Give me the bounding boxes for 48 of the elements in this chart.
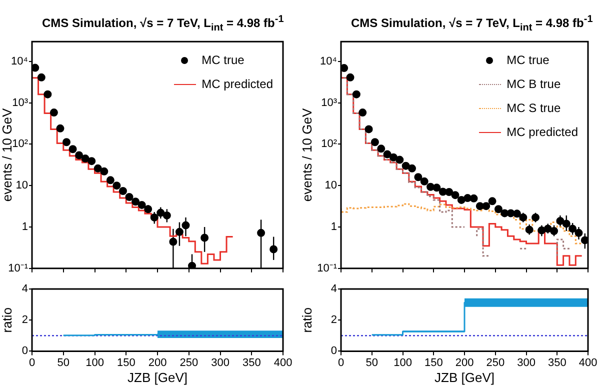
y-axis-title: ratio xyxy=(299,307,314,333)
x-tick-label: 350 xyxy=(548,356,566,369)
legend-label: MC true xyxy=(202,53,244,67)
y-tick-label: 0 xyxy=(330,345,337,358)
x-tick-label: 400 xyxy=(274,356,292,369)
y-tick-label: 0 xyxy=(22,345,28,358)
y-tick-label: 10⁴ xyxy=(11,55,28,68)
x-tick-label: 100 xyxy=(394,356,412,369)
y-tick-label: 10 xyxy=(324,180,337,192)
y-tick-label: 4 xyxy=(22,283,28,296)
y-tick-label: 4 xyxy=(330,283,337,296)
x-tick-label: 250 xyxy=(486,356,505,369)
y-tick-label: 10² xyxy=(12,138,28,150)
y-tick-label: 10⁻¹ xyxy=(8,262,28,274)
x-tick-label: 250 xyxy=(180,356,198,369)
chart-title: CMS Simulation, √s = 7 TeV, L$_{int}$ = 4.98 fb$^{-1}$ xyxy=(350,14,594,34)
y-axis-title: events / 10 GeV xyxy=(299,108,314,202)
y-tick-label: 1 xyxy=(22,221,28,234)
x-tick-label: 200 xyxy=(148,356,167,369)
legend-label: MC predicted xyxy=(506,125,578,139)
y-tick-label: 1 xyxy=(330,221,337,234)
x-tick-label: 100 xyxy=(86,356,104,369)
legend-label: MC S true xyxy=(506,101,561,115)
x-tick-label: 400 xyxy=(578,356,598,369)
y-tick-label: 10³ xyxy=(12,96,28,109)
x-tick-label: 200 xyxy=(455,356,474,369)
y-axis-title: ratio xyxy=(0,307,14,333)
x-tick-label: 50 xyxy=(366,356,378,369)
legend-label: MC predicted xyxy=(202,77,273,91)
x-axis-title: JZB [GeV] xyxy=(128,370,188,385)
legend-label: MC B true xyxy=(506,77,561,91)
y-tick-label: 2 xyxy=(22,314,28,326)
y-tick-label: 10⁻¹ xyxy=(317,262,338,274)
x-tick-label: 150 xyxy=(116,356,136,369)
x-tick-label: 300 xyxy=(517,356,536,369)
x-tick-label: 50 xyxy=(57,356,70,369)
x-tick-label: 150 xyxy=(424,356,443,369)
legend-label: MC true xyxy=(506,53,550,67)
x-axis-title: JZB [GeV] xyxy=(434,370,494,385)
y-tick-label: 10² xyxy=(321,138,338,150)
y-axis-title: events / 10 GeV xyxy=(0,108,14,202)
y-tick-label: 10⁴ xyxy=(320,55,338,68)
y-tick-label: 10³ xyxy=(321,96,338,109)
y-tick-label: 2 xyxy=(330,314,337,326)
x-tick-label: 350 xyxy=(242,356,261,369)
x-tick-label: 300 xyxy=(211,356,230,369)
y-tick-label: 10 xyxy=(16,180,28,192)
chart-title: CMS Simulation, √s = 7 TeV, L$_{int}$ = 4.98 fb$^{-1}$ xyxy=(41,14,285,34)
